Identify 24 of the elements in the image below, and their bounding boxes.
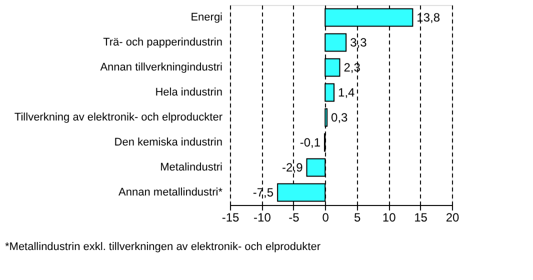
x-tick-label: -5 [288,210,300,224]
x-tick-label: 20 [446,210,460,224]
x-tick-label: 5 [354,210,362,224]
data-label: 1,4 [338,86,356,100]
y-tick-label: Hela industrin [155,86,222,98]
x-tick-label: -15 [222,210,240,224]
x-tick-label: 0 [322,210,330,224]
bar [324,33,347,52]
data-label: 3,3 [350,36,368,50]
x-tick-label: -10 [254,210,272,224]
x-tick-label: 10 [382,210,396,224]
y-tick-label: Den kemiska industrin [114,136,222,148]
data-label: -0,1 [300,136,321,150]
y-tick-label: Tillverkning av elektronik- och elproduckter [14,112,223,124]
y-tick-label: Trä- och papperindustrin [103,36,222,48]
y-tick-label: Metalindustri [160,162,222,174]
y-tick-label: Energi [190,12,222,24]
y-tick-label: Annan tillverkningindustri [100,62,222,74]
data-label: 0,3 [331,110,348,124]
x-tick-label: 15 [414,210,428,224]
y-tick-label: Annan metallindustri* [118,186,224,198]
data-label: -2,9 [282,160,304,174]
data-label: -7,5 [252,186,274,200]
text: *Metallindustrin exkl. tillverkningen av elektronik- och elprodukter [5,241,321,253]
